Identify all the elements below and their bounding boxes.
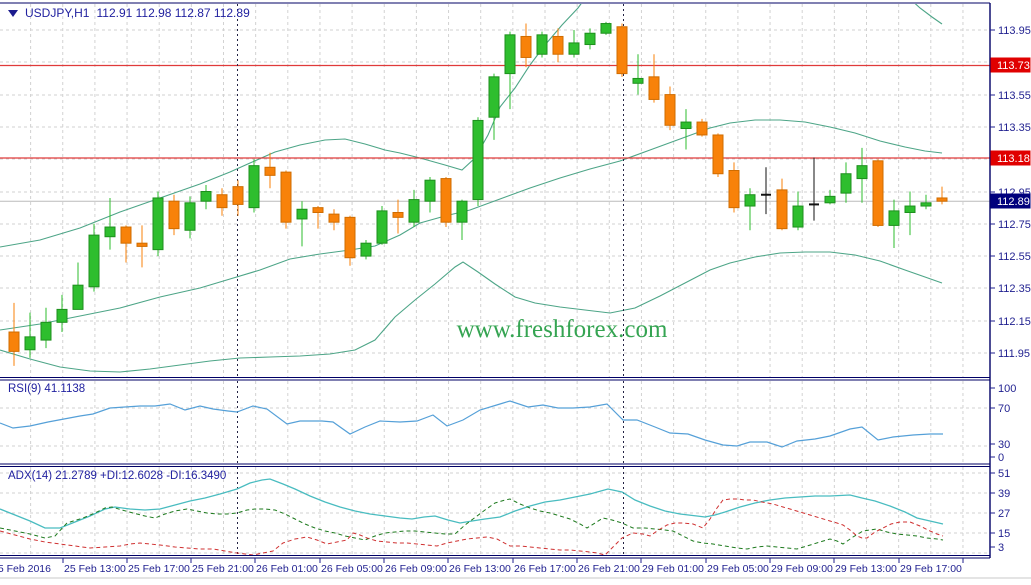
di-plus-line	[0, 498, 944, 550]
price-label: 111.95	[998, 348, 1030, 360]
adx-level-label: 3	[998, 542, 1004, 554]
rsi-level-label: 100	[998, 383, 1016, 395]
time-label: 29 Feb 01:00	[642, 563, 704, 575]
chart-title: USDJPY,H1 112.91 112.98 112.87 112.89	[8, 6, 250, 20]
adx-level-label: 51	[998, 468, 1010, 480]
adx-level-label: 39	[998, 488, 1010, 500]
di-minus-line	[0, 498, 944, 555]
time-label: 26 Feb 21:00	[578, 563, 640, 575]
watermark: www.freshforex.com	[456, 316, 668, 343]
time-label: 29 Feb 09:00	[771, 563, 833, 575]
gridlines	[0, 4, 990, 555]
symbol-period-label: USDJPY,H1	[25, 6, 90, 20]
price-badge-label: 112.89	[997, 196, 1030, 208]
rsi-level-label: 70	[998, 403, 1010, 415]
candlesticks[interactable]	[8, 21, 948, 366]
time-label: 25 Feb 13:00	[64, 563, 126, 575]
time-label: 26 Feb 13:00	[449, 563, 511, 575]
time-label: 26 Feb 09:00	[385, 563, 447, 575]
time-label: 25 Feb 21:00	[192, 563, 254, 575]
price-badge	[990, 193, 1031, 209]
bollinger-bands	[0, 4, 943, 373]
ohlc-values: 112.91 112.98 112.87 112.89	[96, 6, 250, 20]
adx-indicator-label: ADX(14) 21.2789 +DI:12.6028 -DI:16.3490	[8, 470, 227, 482]
price-label: 112.75	[998, 219, 1031, 231]
price-label: 112.55	[998, 251, 1031, 263]
price-label: 113.95	[998, 25, 1031, 37]
time-label: 26 Feb 17:00	[514, 563, 576, 575]
time-label: 25 Feb 17:00	[128, 563, 190, 575]
time-label: 26 Feb 05:00	[321, 563, 383, 575]
price-label: 113.55	[998, 90, 1031, 102]
price-label: 112.35	[998, 283, 1031, 295]
horizontal-price-lines[interactable]	[0, 64, 990, 159]
time-label: 26 Feb 01:00	[256, 563, 318, 575]
price-badge	[990, 150, 1031, 166]
price-badge	[990, 57, 1031, 73]
time-label: 29 Feb 13:00	[835, 563, 897, 575]
rsi-indicator-label: RSI(9) 41.1138	[8, 383, 86, 395]
adx-level-label: 15	[998, 528, 1010, 540]
rsi-level-label: 0	[998, 452, 1004, 464]
price-axis[interactable]: 113.95113.55113.35112.95112.75112.55112.…	[990, 25, 1031, 554]
price-badge-label: 113.73	[997, 60, 1030, 72]
collapse-triangle-icon[interactable]	[8, 9, 18, 17]
rsi-level-label: 30	[998, 439, 1010, 451]
day-separators	[237, 4, 624, 555]
rsi-line	[0, 400, 943, 448]
time-label: 29 Feb 17:00	[900, 563, 962, 575]
price-badge-label: 113.18	[997, 153, 1030, 165]
price-label: 113.35	[998, 122, 1031, 134]
price-label: 112.15	[998, 316, 1031, 328]
time-label: 25 Feb 2016	[0, 563, 51, 575]
adx-level-label: 27	[998, 508, 1010, 520]
adx-line	[0, 478, 944, 529]
time-label: 29 Feb 05:00	[707, 563, 769, 575]
